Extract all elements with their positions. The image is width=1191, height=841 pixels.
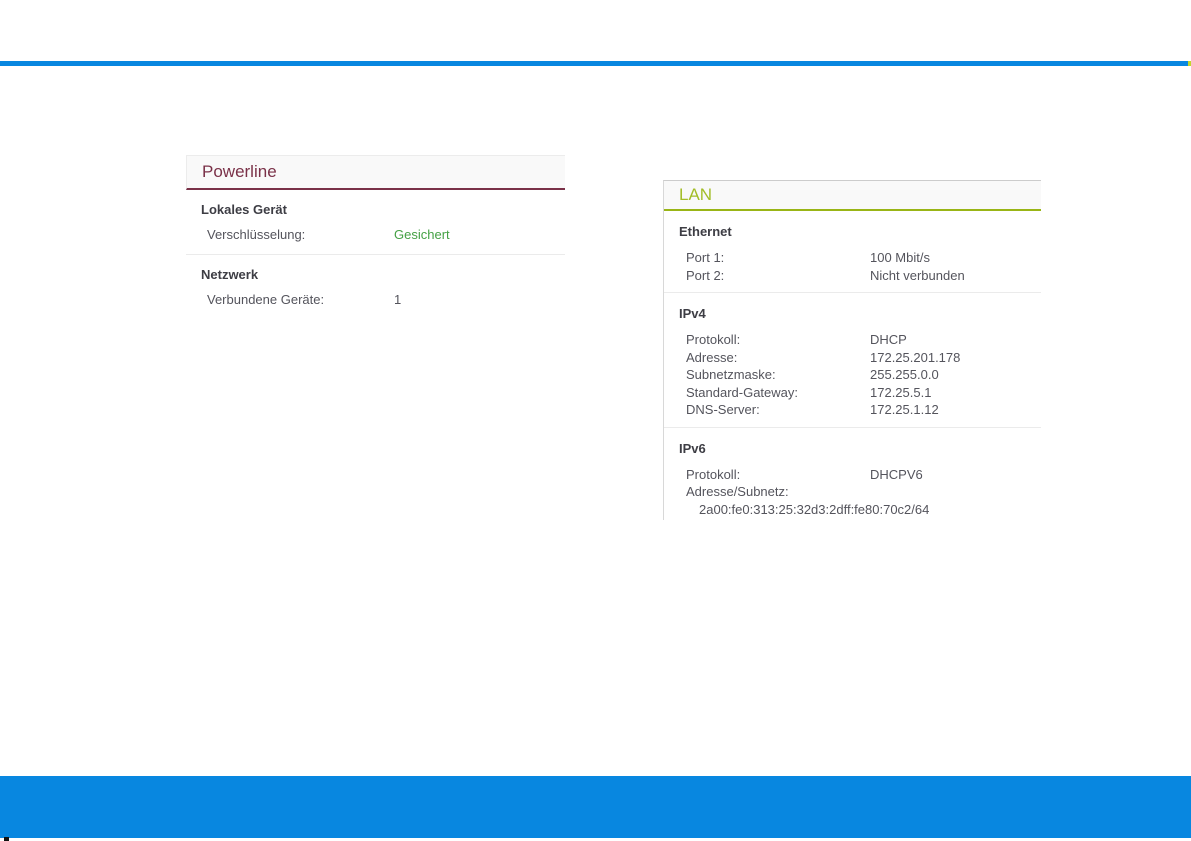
ipv6-address-value: 2a00:fe0:313:25:32d3:2dff:fe80:70c2/64 bbox=[699, 501, 930, 517]
section-divider bbox=[664, 426, 1041, 428]
encryption-status-value: Gesichert bbox=[394, 227, 450, 242]
powerline-card-title: Powerline bbox=[202, 162, 277, 181]
row-value: 100 Mbit/s bbox=[870, 250, 930, 265]
lan-card-header: LAN bbox=[664, 181, 1041, 211]
section-heading: IPv4 bbox=[679, 306, 706, 321]
lan-card-title: LAN bbox=[679, 185, 713, 204]
powerline-card: Powerline Lokales Gerät Verschlüsselung:… bbox=[186, 155, 565, 310]
row-label: DNS-Server: bbox=[686, 402, 760, 417]
row-value: DHCP bbox=[870, 332, 907, 347]
row-value: 172.25.5.1 bbox=[870, 384, 932, 400]
bottom-bar bbox=[0, 776, 1191, 838]
row-label: Verschlüsselung: bbox=[207, 227, 306, 242]
info-row: Protokoll: DHCPV6 bbox=[664, 466, 1041, 484]
row-label: Subnetzmaske: bbox=[686, 367, 776, 382]
powerline-section-lokales-geraet: Lokales Gerät Verschlüsselung: Gesichert bbox=[186, 203, 565, 244]
info-row: Subnetzmaske: 255.255.0.0 bbox=[664, 366, 1041, 384]
row-value: 255.255.0.0 bbox=[870, 367, 939, 382]
info-row: Port 2: Nicht verbunden bbox=[664, 267, 1041, 285]
bottom-left-mark bbox=[4, 837, 9, 841]
row-label: Protokoll: bbox=[686, 466, 741, 482]
info-row: Adresse/Subnetz: bbox=[664, 483, 1041, 501]
section-divider bbox=[186, 253, 565, 255]
info-row: Verschlüsselung: Gesichert bbox=[186, 226, 565, 244]
powerline-card-header: Powerline bbox=[186, 155, 565, 190]
powerline-section-netzwerk: Netzwerk Verbundene Geräte: 1 bbox=[186, 266, 565, 309]
row-value: 1 bbox=[394, 291, 402, 307]
info-row: Standard-Gateway: 172.25.5.1 bbox=[664, 384, 1041, 402]
info-row: DNS-Server: 172.25.1.12 bbox=[664, 401, 1041, 419]
row-label: Protokoll: bbox=[686, 332, 741, 347]
top-divider bbox=[0, 61, 1191, 66]
row-value: 172.25.1.12 bbox=[870, 402, 939, 417]
row-label: Standard-Gateway: bbox=[686, 384, 799, 400]
row-label: Port 2: bbox=[686, 267, 725, 283]
row-value: Nicht verbunden bbox=[870, 267, 965, 283]
section-heading: Lokales Gerät bbox=[201, 202, 287, 217]
lan-section-ethernet: Ethernet Port 1: 100 Mbit/s Port 2: Nich… bbox=[664, 225, 1041, 284]
row-label: Adresse: bbox=[686, 349, 738, 365]
top-divider-accent-tip bbox=[1188, 61, 1191, 66]
powerline-card-body: Lokales Gerät Verschlüsselung: Gesichert… bbox=[186, 203, 565, 310]
lan-section-ipv4: IPv4 Protokoll: DHCP Adresse: 172.25.201… bbox=[664, 307, 1041, 419]
row-label: Verbundene Geräte: bbox=[207, 291, 325, 307]
lan-card-body: Ethernet Port 1: 100 Mbit/s Port 2: Nich… bbox=[664, 225, 1041, 520]
row-value: 172.25.201.178 bbox=[870, 349, 961, 365]
section-heading: IPv6 bbox=[679, 440, 706, 456]
row-label: Port 1: bbox=[686, 250, 725, 265]
row-value: DHCPV6 bbox=[870, 466, 923, 482]
lan-card: LAN Ethernet Port 1: 100 Mbit/s Port 2: … bbox=[663, 180, 1041, 520]
info-row: Protokoll: DHCP bbox=[664, 331, 1041, 349]
section-heading: Ethernet bbox=[679, 224, 732, 239]
info-row: Adresse: 172.25.201.178 bbox=[664, 349, 1041, 367]
row-label: Adresse/Subnetz: bbox=[686, 484, 789, 499]
lan-section-ipv6: IPv6 Protokoll: DHCPV6 Adresse/Subnetz: … bbox=[664, 440, 1041, 519]
info-row: Port 1: 100 Mbit/s bbox=[664, 249, 1041, 267]
section-divider bbox=[664, 292, 1041, 293]
section-heading: Netzwerk bbox=[201, 266, 259, 282]
info-row: Verbundene Geräte: 1 bbox=[186, 291, 565, 309]
